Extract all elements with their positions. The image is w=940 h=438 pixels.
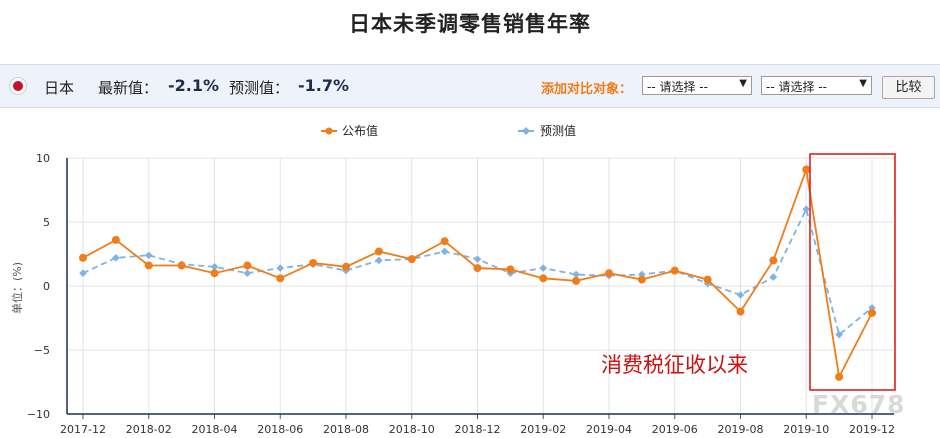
- data-point-published: [374, 247, 383, 256]
- data-point-published: [703, 275, 712, 284]
- country-name: 日本: [44, 79, 75, 97]
- data-point-published: [605, 269, 613, 278]
- data-point-published: [111, 235, 120, 244]
- data-point-published: [210, 269, 219, 278]
- data-point-published: [572, 276, 581, 285]
- data-point-published: [670, 266, 679, 275]
- page-title: 日本未季调零售销售年率: [349, 12, 591, 36]
- data-point-forecast: [736, 291, 745, 299]
- data-point-published: [473, 264, 482, 273]
- data-point-forecast: [769, 273, 778, 281]
- latest-value: -2.1%: [168, 76, 220, 95]
- chevron-down-icon: ▼: [859, 78, 867, 89]
- latest-value-label: 最新值：: [98, 79, 159, 97]
- x-tick-label: 2018-12: [455, 423, 501, 436]
- data-point-forecast: [802, 205, 811, 213]
- x-tick-label: 2019-10: [783, 423, 829, 436]
- japan-flag-icon: [9, 77, 27, 95]
- forecast-value-label: 预测值：: [229, 79, 290, 97]
- y-axis-label: 单位：(%): [10, 262, 24, 314]
- x-tick-label: 2017-12: [60, 423, 106, 436]
- data-point-published: [440, 237, 449, 246]
- legend-marker-published: [325, 127, 333, 135]
- data-point-forecast: [276, 264, 285, 272]
- chevron-down-icon: ▼: [739, 78, 747, 89]
- data-point-published: [276, 274, 285, 283]
- legend: 公布值 预测值: [321, 123, 576, 138]
- data-point-published: [736, 307, 745, 316]
- data-point-forecast: [868, 303, 876, 312]
- info-bar: 日本 最新值： -2.1% 预测值： -1.7% 添加对比对象： -- 请选择 …: [0, 64, 940, 108]
- forecast-value: -1.7%: [298, 76, 350, 95]
- x-tick-label: 2019-12: [849, 423, 895, 436]
- x-tick-label: 2018-02: [126, 423, 172, 436]
- data-point-forecast: [572, 270, 580, 279]
- data-point-published: [835, 372, 844, 381]
- legend-label-forecast: 预测值: [540, 123, 576, 138]
- series-layer: [79, 165, 876, 381]
- data-point-forecast: [112, 254, 120, 262]
- data-point-published: [177, 261, 186, 270]
- y-tick-label: −10: [27, 408, 50, 421]
- x-tick-label: 2019-08: [718, 423, 764, 436]
- data-point-published: [769, 256, 778, 265]
- legend-marker-forecast: [522, 127, 530, 135]
- data-point-published: [637, 275, 646, 284]
- data-point-published: [407, 255, 416, 264]
- x-tick-label: 2018-10: [389, 423, 435, 436]
- x-tick-label: 2019-02: [520, 423, 566, 436]
- x-tick-label: 2018-08: [323, 423, 369, 436]
- watermark-text: FX678: [812, 390, 906, 419]
- line-chart: 10 5 0 −5 −10 2017-12 2018-02 2018-04 2018-06 201…: [10, 123, 906, 436]
- compare-select-1[interactable]: -- 请选择 -- ▼: [642, 76, 752, 95]
- y-tick-label: 0: [43, 280, 50, 293]
- data-point-published: [539, 274, 548, 283]
- data-point-published: [802, 165, 811, 174]
- compare-select-1-value: -- 请选择 --: [647, 80, 708, 94]
- data-point-published: [309, 258, 318, 267]
- data-point-published: [506, 265, 515, 274]
- y-tick-label: −5: [34, 344, 50, 357]
- data-point-forecast: [835, 330, 843, 339]
- x-tick-label: 2018-04: [192, 423, 238, 436]
- compare-target-label: 添加对比对象：: [541, 82, 633, 97]
- y-tick-label: 10: [36, 152, 50, 165]
- data-point-forecast: [243, 269, 252, 277]
- x-tick-label: 2019-06: [652, 423, 698, 436]
- data-point-forecast: [473, 255, 482, 263]
- y-tick-label: 5: [43, 216, 50, 229]
- data-point-forecast: [638, 270, 646, 279]
- x-tick-label: 2018-06: [257, 423, 303, 436]
- data-point-published: [144, 261, 153, 270]
- data-point-published: [243, 261, 252, 270]
- data-point-forecast: [210, 263, 219, 271]
- data-point-published: [79, 253, 87, 262]
- data-point-published: [868, 308, 876, 317]
- data-point-forecast: [144, 251, 153, 260]
- data-point-forecast: [539, 264, 548, 272]
- annotation-text: 消费税征收以来: [601, 353, 748, 377]
- data-point-published: [342, 262, 350, 271]
- grid-layer: 10 5 0 −5 −10 2017-12 2018-02 2018-04 2018-06 201…: [27, 152, 895, 436]
- compare-button[interactable]: 比较: [882, 76, 935, 99]
- compare-select-2-value: -- 请选择 --: [766, 80, 827, 94]
- legend-label-published: 公布值: [342, 123, 378, 138]
- highlight-box: [809, 153, 896, 391]
- data-point-forecast: [375, 256, 383, 265]
- compare-select-2[interactable]: -- 请选择 -- ▼: [761, 76, 872, 95]
- data-point-forecast: [79, 269, 87, 277]
- data-point-forecast: [440, 247, 449, 256]
- x-tick-label: 2019-04: [586, 423, 632, 436]
